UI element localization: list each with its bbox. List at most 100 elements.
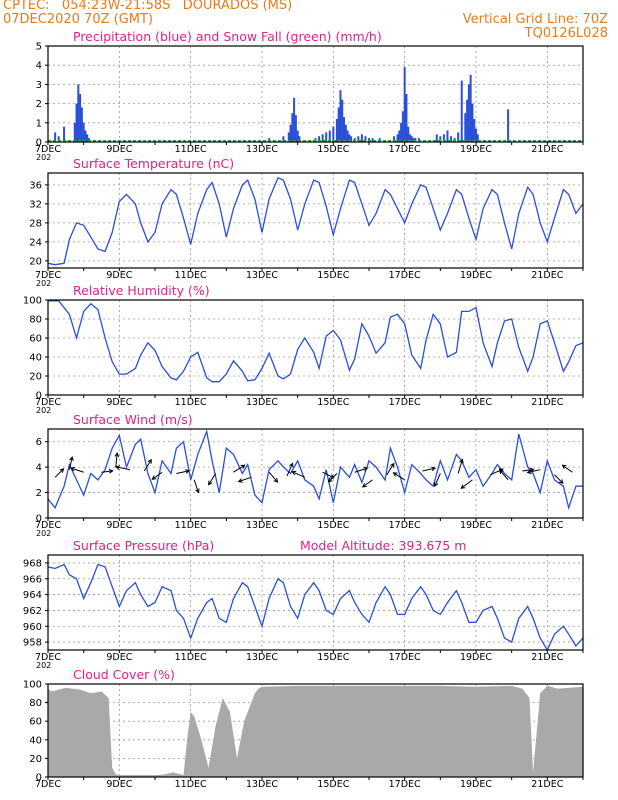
y-tick-label: 1	[36, 118, 42, 129]
precip-bar	[457, 132, 460, 142]
precip-bar	[318, 136, 321, 142]
x-tick-label: 19DEC	[460, 652, 492, 663]
panel-frame	[47, 428, 584, 519]
wind-arrow-head	[433, 482, 439, 488]
wind-arrow-head	[185, 469, 191, 474]
y-tick-label: 5	[36, 42, 42, 53]
x-tick-label: 17DEC	[389, 270, 421, 281]
y-tick-label: 958	[23, 638, 42, 649]
x-tick-label: 19DEC	[460, 520, 492, 531]
wind-arrow-head	[273, 478, 279, 483]
precip-bar	[398, 130, 401, 142]
x-tick-label: 11DEC	[175, 520, 207, 531]
y-tick-label: 80	[29, 698, 42, 709]
panel-title: Surface Temperature (nC)	[73, 156, 234, 171]
precip-bar	[77, 84, 80, 142]
series-line	[47, 176, 584, 266]
wind-arrow	[238, 476, 252, 482]
y-tick-label: 20	[29, 372, 42, 383]
precip-bar	[293, 97, 296, 142]
x-tick-label: 9DEC	[106, 652, 132, 663]
panel-2: 20 24 28 32 36 7DEC 9DEC 11DEC 13DEC 15DEC 17DEC 19…	[29, 156, 584, 288]
wind-arrow-head	[208, 480, 213, 486]
precip-bar	[289, 124, 292, 142]
year-fragment: 202	[36, 406, 51, 415]
wind-arrow	[286, 463, 294, 477]
precip-bar	[407, 126, 410, 142]
precip-bar	[450, 136, 453, 142]
precip-bar	[335, 118, 338, 142]
x-tick-label: 15DEC	[317, 397, 349, 408]
cloud-cover-area	[48, 685, 583, 777]
wind-arrow	[354, 467, 368, 473]
x-tick-label: 11DEC	[175, 397, 207, 408]
wind-arrow	[233, 464, 245, 473]
wind-arrow	[362, 479, 373, 488]
y-tick-label: 2	[36, 99, 42, 110]
year-fragment: 202	[36, 529, 51, 538]
precip-bar	[79, 94, 82, 142]
y-tick-label: 100	[23, 680, 42, 691]
panel-title: Surface Pressure (hPa)	[73, 538, 214, 553]
y-tick-label: 0	[36, 138, 42, 149]
y-tick-label: 40	[29, 353, 42, 364]
wind-arrow-head	[529, 467, 535, 473]
precip-bar	[348, 134, 351, 142]
series-line	[47, 429, 583, 511]
precip-bar	[337, 107, 340, 142]
x-tick-label: 19DEC	[460, 779, 492, 790]
precip-bar	[507, 109, 510, 142]
x-tick-label: 11DEC	[175, 652, 207, 663]
precip-bar	[357, 136, 360, 142]
wind-arrow	[70, 467, 84, 473]
wind-arrow-head	[459, 458, 464, 464]
x-tick-label: 17DEC	[389, 397, 421, 408]
precip-bar	[360, 134, 363, 142]
y-tick-label: 20	[29, 256, 42, 267]
wind-arrow-head	[361, 483, 367, 488]
wind-arrow-head	[390, 462, 395, 468]
wind-arrow-head	[526, 469, 532, 475]
x-tick-label: 7DEC	[35, 779, 61, 790]
precip-bar	[439, 136, 442, 142]
y-tick-label: 4	[36, 463, 42, 474]
wind-arrow-head	[108, 468, 114, 474]
panel-5: 958 960 962 964 966 968 7DEC 9DEC 11DEC 13DEC 15DE…	[23, 538, 584, 670]
precip-bar	[282, 136, 285, 142]
panel-frame	[47, 554, 584, 651]
precip-bar	[84, 130, 87, 142]
y-tick-label: 24	[29, 237, 42, 248]
x-tick-label: 21DEC	[531, 144, 563, 155]
precip-bar	[82, 122, 85, 142]
wind-arrow-head	[363, 466, 369, 472]
precip-bar	[471, 103, 474, 142]
y-tick-label: 968	[23, 558, 42, 569]
precip-bar	[298, 136, 301, 142]
wind-arrow-head	[70, 466, 76, 472]
wind-arrow	[562, 464, 573, 473]
x-tick-label: 21DEC	[531, 397, 563, 408]
wind-arrow-head	[558, 479, 564, 484]
wind-arrow	[328, 473, 338, 483]
precip-bar	[287, 132, 290, 142]
wind-arrow-head	[392, 472, 398, 477]
wind-arrow-head	[69, 456, 74, 462]
wind-arrow-head	[240, 464, 246, 469]
wind-arrow-head	[327, 477, 333, 483]
y-tick-label: 28	[29, 218, 42, 229]
wind-arrow-head	[114, 452, 120, 458]
wind-arrow	[554, 474, 564, 484]
x-tick-label: 15DEC	[317, 270, 349, 281]
year-fragment: 202	[36, 279, 51, 288]
panel-title: Relative Humidity (%)	[73, 283, 210, 298]
y-tick-label: 20	[29, 754, 42, 765]
wind-arrow-head	[147, 458, 152, 464]
wind-arrow	[143, 459, 152, 472]
wind-arrow-head	[115, 465, 121, 470]
precip-bar	[469, 74, 472, 142]
x-tick-label: 15DEC	[317, 144, 349, 155]
precip-bar	[341, 99, 344, 142]
panel-4: 0 2 4 6 7DEC 9DEC 11DEC 13DEC 15DEC 17DEC 19DEC 21D…	[35, 412, 584, 538]
panel-frame	[47, 683, 584, 778]
